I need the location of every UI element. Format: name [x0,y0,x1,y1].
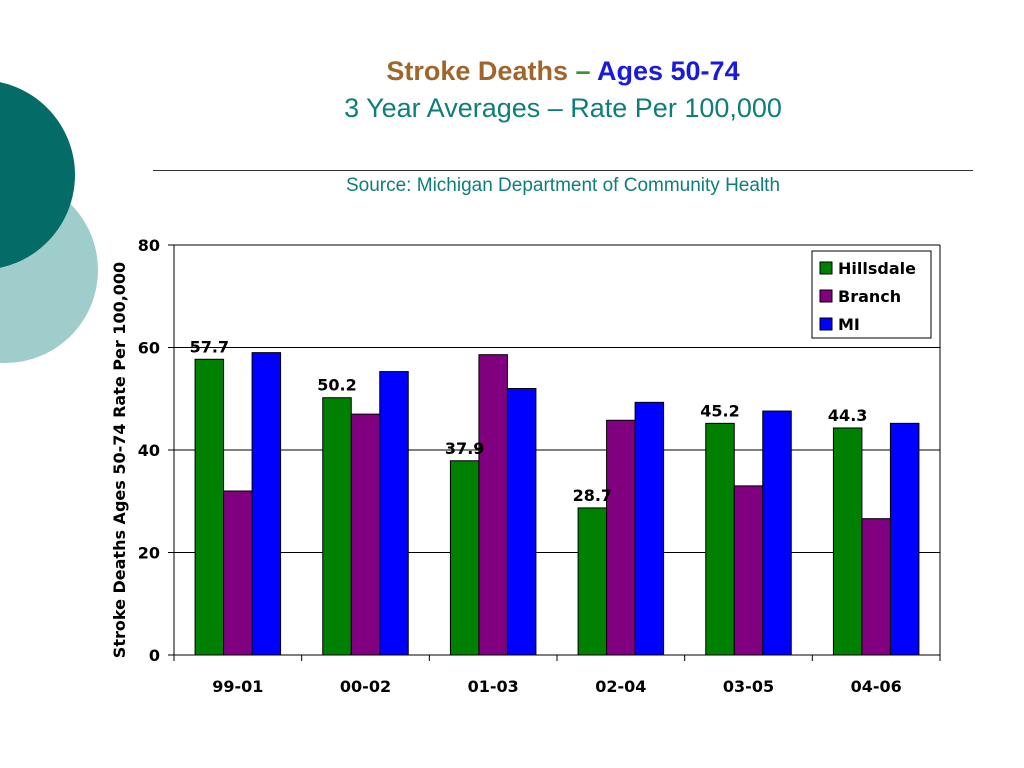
decorative-circles [0,82,98,363]
data-label: 45.2 [700,401,739,420]
title-line-1: Stroke Deaths – Ages 50-74 [150,52,976,90]
y-axis-label: Stroke Deaths Ages 50-74 Rate Per 100,00… [110,262,129,658]
bar-mi [634,401,665,656]
legend-label: Branch [838,287,901,306]
bar-branch [606,419,636,656]
legend-label: Hillsdale [838,259,916,278]
bar-hillsdale [577,507,608,656]
data-label: 44.3 [828,406,867,425]
slide-subtitle: 3 Year Averages – Rate Per 100,000 [344,93,782,123]
bar-mi [251,352,282,656]
x-tick-label: 04-06 [851,677,902,696]
bar-branch [733,485,764,656]
bar-hillsdale [705,422,735,656]
bar-branch [861,518,891,656]
bar-mi [506,388,537,656]
y-tick-label: 0 [149,646,160,665]
data-label: 28.7 [573,486,612,505]
bar-hillsdale [449,460,480,656]
x-tick-label: 02-04 [595,677,646,696]
y-tick-label: 40 [138,441,160,460]
slide-title: Stroke Deaths – Ages 50-74 3 Year Averag… [150,52,976,127]
data-label: 57.7 [190,337,229,356]
axes: 0 20 40 60 80 99-01 00-02 01-03 02-04 03-05 04-06 [138,236,941,696]
x-tick-label: 99-01 [212,677,263,696]
y-tick-label: 60 [138,339,160,358]
bar-mi [762,410,792,656]
x-tick-label: 03-05 [723,677,774,696]
bar-branch [478,354,508,656]
dark-teal-circle [0,82,75,268]
bars [194,352,920,656]
y-tick-label: 20 [138,544,160,563]
x-tick-label: 00-02 [340,677,391,696]
bar-mi [889,422,920,656]
legend-swatch [819,261,833,275]
data-labels: 57.7 50.2 37.9 28.7 45.2 44.3 [190,337,868,505]
bar-branch [223,490,253,656]
data-label: 37.9 [445,439,484,458]
y-tick-label: 80 [138,236,160,255]
bar-branch [350,413,381,656]
source-note: Source: Michigan Department of Community… [345,175,781,196]
data-label: 50.2 [317,376,356,395]
x-tick-label: 01-03 [468,677,519,696]
legend-swatch [819,289,833,303]
bar-hillsdale [194,358,225,656]
bar-hillsdale [832,427,863,656]
title-dash: – [567,56,597,86]
legend: Hillsdale Branch MI [811,250,932,339]
legend-swatch [819,317,833,331]
legend-label: MI [838,315,860,334]
title-divider [153,170,973,171]
bar-mi [379,371,409,656]
bar-hillsdale [322,397,352,656]
title-part-2: Ages 50-74 [597,56,740,86]
title-part-1: Stroke Deaths [386,56,568,86]
